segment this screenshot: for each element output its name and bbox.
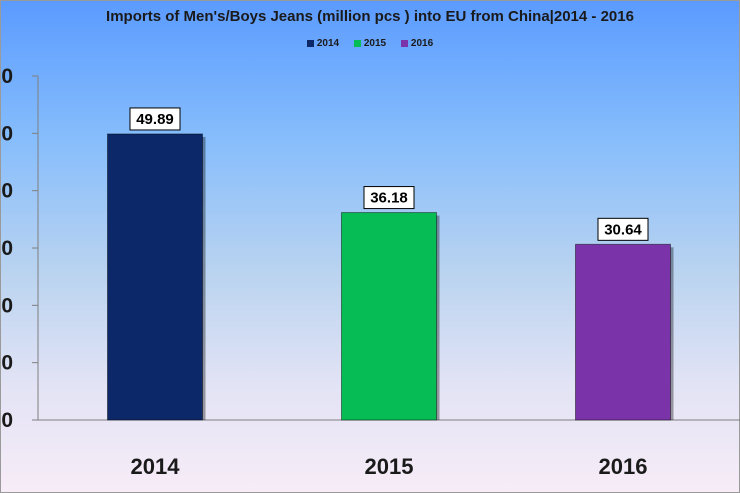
bar-2014 [107, 133, 203, 421]
legend-swatch-2014 [306, 40, 314, 47]
y-tick-label-20: 0 [1, 294, 13, 317]
data-label-2014: 49.89 [136, 111, 174, 128]
legend-item-2016: 2016 [400, 38, 434, 49]
data-label-box-2015 [363, 186, 415, 210]
legend-item-2014: 2014 [306, 38, 340, 49]
y-tick-label-10: 0 [1, 352, 13, 375]
x-tick-label-2016: 2016 [599, 454, 648, 479]
bar-2015 [341, 212, 437, 421]
legend-label-2016: 2016 [410, 38, 434, 49]
data-label-2015: 36.18 [370, 190, 408, 207]
data-label-box-2014 [129, 107, 181, 131]
legend-item-2015: 2015 [353, 38, 387, 49]
y-tick-label-50: 0 [1, 122, 13, 145]
data-label-box-2016 [597, 217, 649, 241]
legend-swatch-2015 [353, 40, 361, 47]
x-tick-label-2014: 2014 [131, 454, 181, 479]
chart-title: Imports of Men's/Boys Jeans (million pcs… [106, 8, 634, 25]
x-tick-label-2015: 2015 [365, 454, 414, 479]
legend-label-2014: 2014 [316, 38, 340, 49]
y-tick-label-40: 0 [1, 180, 13, 203]
y-tick-label-0: 0 [1, 409, 13, 432]
legend: 2014 2015 2016 [0, 38, 740, 50]
legend-swatch-2016 [400, 40, 408, 47]
data-label-2016: 30.64 [604, 221, 642, 238]
y-tick-label-60: 0 [1, 65, 13, 88]
legend-label-2015: 2015 [363, 38, 387, 49]
y-tick-label-30: 0 [1, 237, 13, 260]
bar-2016 [575, 243, 671, 421]
